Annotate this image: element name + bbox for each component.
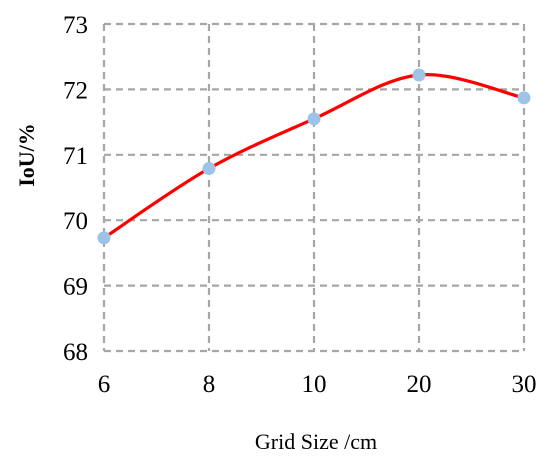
x-tick-label: 8 [203,371,216,398]
y-tick-label: 73 [63,12,88,39]
marker-layer [97,68,531,245]
data-point [202,162,216,176]
x-tick-label: 6 [98,371,111,398]
data-point [307,112,321,126]
data-point [97,231,111,245]
y-tick-label: 70 [63,208,88,235]
x-tick-label: 20 [407,371,432,398]
grid [102,22,526,353]
y-tick-label: 72 [63,77,88,104]
y-tick-label: 69 [63,274,88,301]
y-tick-label: 68 [63,339,88,366]
x-axis-title: Grid Size /cm [255,429,377,454]
y-axis-title: IoU/% [14,123,39,187]
x-tick-label: 10 [302,371,327,398]
y-tick-labels: 68 69 70 71 72 73 [63,12,88,366]
data-point [517,91,531,105]
y-tick-label: 71 [63,143,88,170]
x-tick-labels: 6 8 10 20 30 [98,371,537,398]
data-point [412,68,426,82]
x-tick-label: 30 [512,371,537,398]
